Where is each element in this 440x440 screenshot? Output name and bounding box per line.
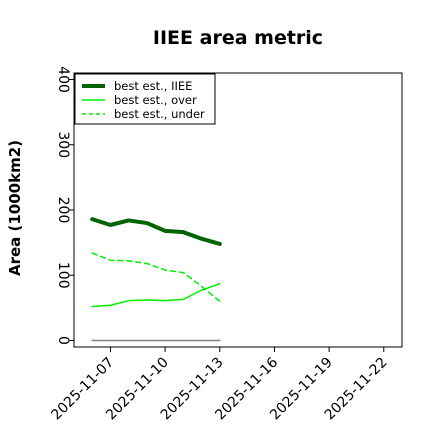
legend-label-1: best est., over [114,93,197,107]
legend-label-0: best est., IIEE [114,79,192,93]
y-axis-label: Area (1000km2) [6,140,24,276]
series-line-2 [91,252,221,303]
y-tick-label: 100 [55,262,71,289]
legend-box [74,73,216,125]
series-layer [90,217,222,342]
y-tick-label: 200 [55,197,71,224]
y-tick-label: 0 [55,336,71,345]
series-line-1 [91,282,221,308]
chart-title: IIEE area metric [153,27,323,49]
y-tick-label: 300 [55,131,71,158]
y-tick-label: 400 [55,66,71,93]
legend-label-2: best est., under [114,107,205,121]
series-line-0 [90,217,222,246]
